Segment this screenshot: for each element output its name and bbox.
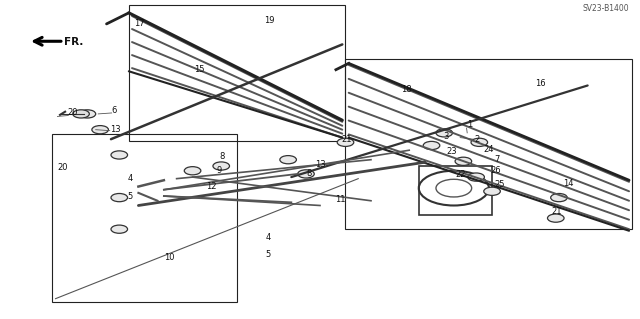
Circle shape <box>111 225 127 233</box>
Text: 17: 17 <box>134 19 145 28</box>
Text: 7: 7 <box>494 155 499 164</box>
Text: 13: 13 <box>316 160 326 169</box>
Circle shape <box>484 187 500 196</box>
Text: 15: 15 <box>194 65 204 74</box>
Text: 23: 23 <box>446 147 457 156</box>
Text: 19: 19 <box>264 16 275 25</box>
Text: 9: 9 <box>217 166 222 175</box>
Text: 12: 12 <box>207 182 217 191</box>
Text: 22: 22 <box>456 170 466 179</box>
Text: 20: 20 <box>58 163 68 172</box>
Text: 5: 5 <box>127 192 133 202</box>
Circle shape <box>73 110 90 118</box>
Text: SV23-B1400: SV23-B1400 <box>582 4 629 13</box>
Text: 2: 2 <box>474 135 479 144</box>
Circle shape <box>436 129 452 137</box>
Text: 21: 21 <box>341 135 351 144</box>
Circle shape <box>92 126 108 134</box>
Text: 21: 21 <box>551 207 562 216</box>
Text: 8: 8 <box>220 152 225 161</box>
Text: 11: 11 <box>335 195 345 204</box>
Text: 8: 8 <box>306 169 311 178</box>
Text: 4: 4 <box>266 233 271 241</box>
Circle shape <box>471 138 488 146</box>
Text: 4: 4 <box>127 174 133 183</box>
Circle shape <box>423 141 440 150</box>
Text: 10: 10 <box>164 253 174 262</box>
Text: 18: 18 <box>401 85 412 94</box>
Text: 20: 20 <box>67 108 77 117</box>
Circle shape <box>213 162 230 170</box>
Text: 5: 5 <box>266 250 271 259</box>
Text: 26: 26 <box>491 166 501 175</box>
Circle shape <box>111 194 127 202</box>
Circle shape <box>455 157 472 165</box>
Text: 16: 16 <box>536 79 546 88</box>
Circle shape <box>547 214 564 222</box>
Circle shape <box>550 194 567 202</box>
Circle shape <box>79 110 96 118</box>
Text: 24: 24 <box>483 145 493 154</box>
Text: 3: 3 <box>443 131 449 140</box>
Text: 14: 14 <box>563 179 574 188</box>
Text: 13: 13 <box>109 125 120 134</box>
Circle shape <box>298 170 314 178</box>
Text: FR.: FR. <box>64 37 83 47</box>
Circle shape <box>468 173 484 181</box>
Circle shape <box>184 167 201 175</box>
Circle shape <box>111 151 127 159</box>
Circle shape <box>337 138 354 146</box>
Text: 25: 25 <box>494 180 504 189</box>
Circle shape <box>280 156 296 164</box>
Text: 6: 6 <box>111 106 117 115</box>
Text: 1: 1 <box>467 121 472 130</box>
